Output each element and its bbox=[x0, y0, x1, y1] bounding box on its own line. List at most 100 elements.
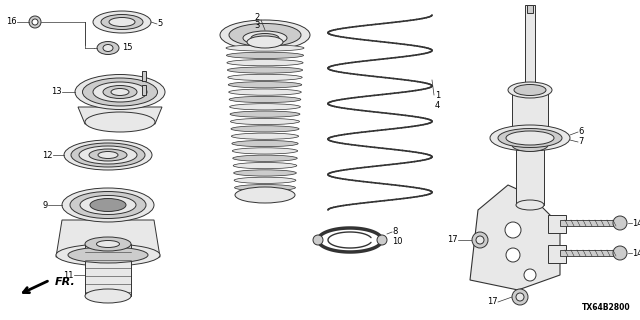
Ellipse shape bbox=[220, 20, 310, 50]
Ellipse shape bbox=[70, 191, 146, 219]
Circle shape bbox=[313, 235, 323, 245]
Ellipse shape bbox=[97, 42, 119, 54]
Text: 3: 3 bbox=[255, 21, 260, 30]
Bar bbox=[527, 5, 533, 13]
Text: 4: 4 bbox=[435, 100, 440, 109]
Ellipse shape bbox=[231, 126, 299, 132]
Ellipse shape bbox=[97, 241, 120, 247]
Text: 10: 10 bbox=[392, 237, 403, 246]
Bar bbox=[548, 245, 566, 263]
Ellipse shape bbox=[56, 244, 160, 266]
Ellipse shape bbox=[89, 149, 127, 161]
Circle shape bbox=[472, 232, 488, 248]
Bar bbox=[525, 5, 535, 90]
Bar bbox=[560, 250, 620, 256]
Ellipse shape bbox=[101, 14, 143, 29]
Ellipse shape bbox=[243, 31, 287, 45]
Bar bbox=[142, 71, 147, 81]
Bar bbox=[516, 145, 544, 205]
Ellipse shape bbox=[85, 237, 131, 251]
Text: 6: 6 bbox=[578, 127, 584, 137]
Ellipse shape bbox=[228, 82, 301, 88]
Ellipse shape bbox=[85, 289, 131, 303]
Ellipse shape bbox=[83, 78, 157, 106]
Ellipse shape bbox=[75, 75, 165, 109]
Text: 15: 15 bbox=[122, 44, 132, 52]
Circle shape bbox=[516, 293, 524, 301]
Text: 7: 7 bbox=[578, 138, 584, 147]
Text: TX64B2800: TX64B2800 bbox=[581, 303, 630, 312]
Bar bbox=[548, 215, 566, 233]
Ellipse shape bbox=[64, 140, 152, 170]
Ellipse shape bbox=[226, 45, 304, 51]
Ellipse shape bbox=[498, 129, 562, 148]
Text: FR.: FR. bbox=[55, 277, 76, 287]
Ellipse shape bbox=[80, 196, 136, 214]
Ellipse shape bbox=[233, 163, 297, 169]
Polygon shape bbox=[56, 220, 160, 257]
Circle shape bbox=[377, 235, 387, 245]
Ellipse shape bbox=[68, 247, 148, 263]
Text: 12: 12 bbox=[42, 150, 53, 159]
Circle shape bbox=[506, 248, 520, 262]
Ellipse shape bbox=[232, 140, 298, 147]
Text: 9: 9 bbox=[43, 201, 48, 210]
Text: 14: 14 bbox=[632, 219, 640, 228]
Ellipse shape bbox=[508, 82, 552, 98]
Ellipse shape bbox=[90, 198, 126, 212]
Text: 5: 5 bbox=[157, 20, 163, 28]
Text: 11: 11 bbox=[63, 270, 74, 279]
Ellipse shape bbox=[490, 125, 570, 151]
Circle shape bbox=[32, 19, 38, 25]
Ellipse shape bbox=[229, 96, 301, 103]
Circle shape bbox=[613, 246, 627, 260]
Ellipse shape bbox=[227, 67, 303, 73]
Ellipse shape bbox=[232, 148, 298, 154]
Ellipse shape bbox=[235, 187, 295, 203]
Ellipse shape bbox=[93, 11, 151, 33]
Ellipse shape bbox=[227, 52, 303, 59]
Ellipse shape bbox=[514, 84, 546, 95]
Ellipse shape bbox=[111, 89, 129, 95]
Ellipse shape bbox=[234, 185, 296, 191]
Ellipse shape bbox=[62, 188, 154, 222]
Ellipse shape bbox=[228, 74, 302, 81]
Text: 17: 17 bbox=[488, 298, 498, 307]
Text: 17: 17 bbox=[447, 236, 458, 244]
Circle shape bbox=[476, 236, 484, 244]
Text: 2: 2 bbox=[255, 13, 260, 22]
Ellipse shape bbox=[232, 133, 299, 139]
Circle shape bbox=[505, 222, 521, 238]
Circle shape bbox=[613, 216, 627, 230]
Ellipse shape bbox=[93, 82, 147, 102]
Ellipse shape bbox=[234, 170, 296, 176]
Ellipse shape bbox=[71, 143, 145, 167]
Polygon shape bbox=[78, 107, 162, 124]
Bar bbox=[512, 90, 548, 145]
Ellipse shape bbox=[103, 44, 113, 52]
Ellipse shape bbox=[109, 18, 135, 27]
Ellipse shape bbox=[228, 89, 301, 95]
Ellipse shape bbox=[233, 155, 297, 161]
Text: 16: 16 bbox=[6, 18, 17, 27]
Ellipse shape bbox=[229, 23, 301, 46]
Ellipse shape bbox=[79, 146, 137, 164]
Bar bbox=[560, 220, 620, 226]
Text: 13: 13 bbox=[51, 87, 62, 97]
Ellipse shape bbox=[516, 200, 544, 210]
Text: 8: 8 bbox=[392, 228, 397, 236]
Text: 14: 14 bbox=[632, 249, 640, 258]
Ellipse shape bbox=[98, 151, 118, 158]
Ellipse shape bbox=[234, 177, 296, 183]
Circle shape bbox=[512, 289, 528, 305]
Circle shape bbox=[524, 269, 536, 281]
Polygon shape bbox=[470, 185, 560, 290]
Ellipse shape bbox=[230, 104, 300, 110]
Ellipse shape bbox=[512, 139, 548, 151]
Circle shape bbox=[29, 16, 41, 28]
Ellipse shape bbox=[247, 36, 283, 48]
Ellipse shape bbox=[230, 118, 300, 124]
Ellipse shape bbox=[506, 131, 554, 145]
Bar bbox=[142, 85, 147, 95]
Ellipse shape bbox=[103, 85, 137, 99]
